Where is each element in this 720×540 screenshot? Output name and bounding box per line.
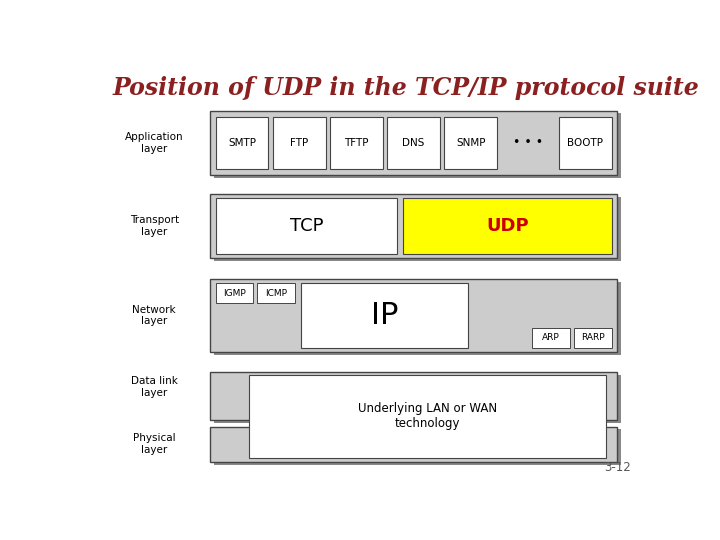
Text: DNS: DNS (402, 138, 425, 148)
Bar (215, 198, 397, 254)
Bar (532, 328, 570, 348)
Bar (249, 375, 606, 458)
Text: Underlying LAN or WAN
technology: Underlying LAN or WAN technology (358, 402, 497, 430)
Text: SMTP: SMTP (228, 138, 256, 148)
Text: RARP: RARP (581, 333, 605, 342)
Bar (214, 429, 621, 465)
Text: Network
layer: Network layer (132, 305, 176, 326)
Bar (214, 375, 621, 423)
Text: Transport
layer: Transport layer (130, 215, 179, 237)
Text: 3-12: 3-12 (605, 461, 631, 474)
Text: Physical
layer: Physical layer (133, 434, 176, 455)
Bar (215, 117, 269, 168)
Bar (387, 117, 440, 168)
Text: BOOTP: BOOTP (567, 138, 603, 148)
Text: UDP: UDP (486, 217, 528, 235)
Bar (214, 197, 621, 261)
Bar (559, 117, 612, 168)
Bar (273, 117, 325, 168)
Bar (444, 117, 498, 168)
Bar (258, 283, 295, 303)
Bar (330, 117, 383, 168)
Bar (574, 328, 612, 348)
Bar (210, 194, 617, 258)
Text: Data link
layer: Data link layer (131, 376, 178, 397)
Text: TCP: TCP (289, 217, 323, 235)
Text: IGMP: IGMP (223, 288, 246, 298)
Bar (214, 282, 621, 355)
Text: Application
layer: Application layer (125, 132, 184, 153)
Bar (214, 113, 621, 178)
Text: ICMP: ICMP (266, 288, 287, 298)
Text: IP: IP (371, 301, 398, 330)
Bar (210, 279, 617, 352)
Text: Position of UDP in the TCP/IP protocol suite: Position of UDP in the TCP/IP protocol s… (112, 76, 699, 100)
Bar (210, 427, 617, 462)
Text: • • •: • • • (513, 136, 543, 149)
Text: SNMP: SNMP (456, 138, 485, 148)
Bar (215, 283, 253, 303)
Text: FTP: FTP (290, 138, 308, 148)
Bar (301, 283, 468, 348)
Bar (210, 373, 617, 420)
Bar (402, 198, 612, 254)
Text: TFTP: TFTP (344, 138, 369, 148)
Bar (210, 111, 617, 175)
Text: ARP: ARP (542, 333, 559, 342)
